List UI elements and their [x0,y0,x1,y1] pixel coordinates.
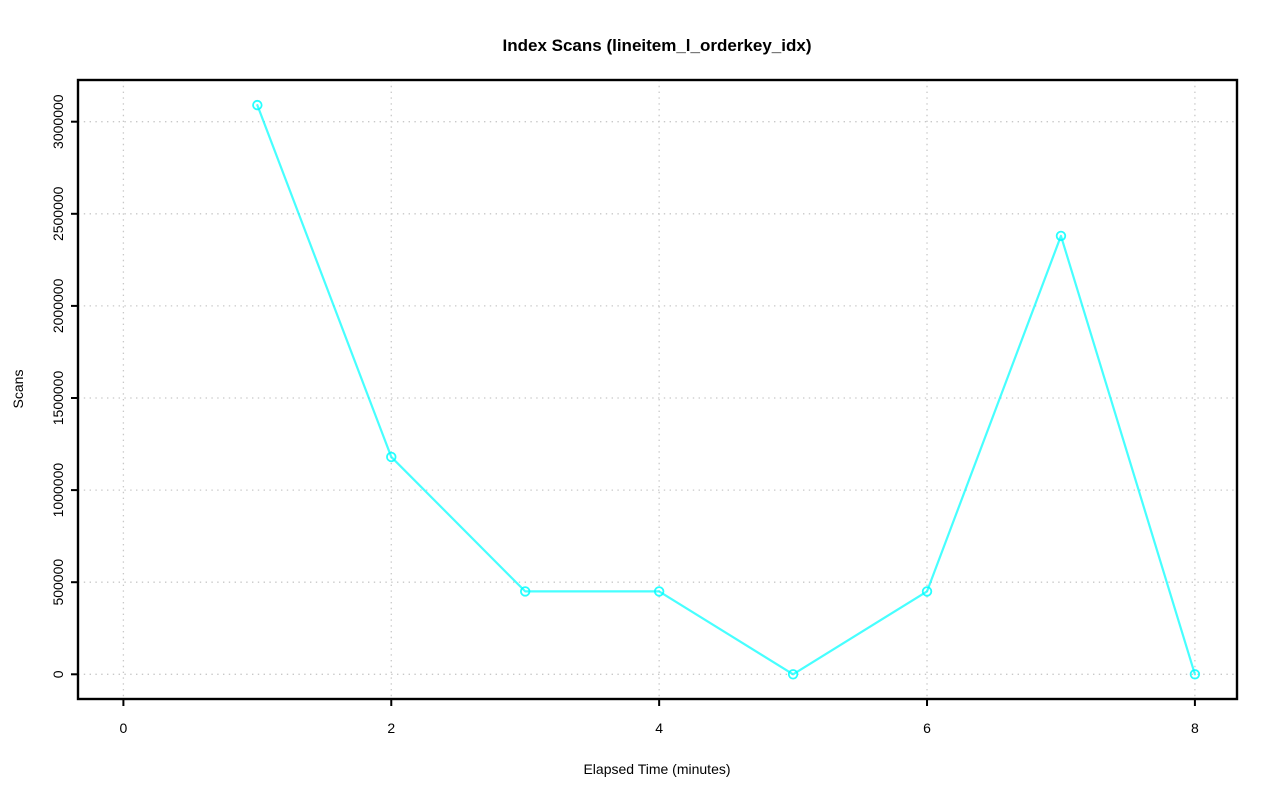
y-axis-label: Scans [10,370,26,409]
series-line [256,104,1197,676]
x-tick-label: 4 [655,720,663,736]
y-tick-label: 500000 [50,559,66,606]
x-tick-label: 2 [387,720,395,736]
y-tick-label: 3000000 [50,94,66,149]
x-tick-label: 6 [923,720,931,736]
y-tick-label: 0 [50,670,66,678]
data-point [921,586,933,597]
x-tick-label: 8 [1191,720,1199,736]
data-point [386,451,397,463]
data-point [1055,230,1067,242]
y-tick-label: 1500000 [50,371,66,426]
data-point [520,586,531,597]
data-point [787,669,799,680]
data-point [1189,669,1201,680]
data-point [653,586,665,597]
y-tick-label: 2000000 [50,278,66,333]
plot-border [76,78,1239,701]
y-tick-label: 1000000 [50,463,66,518]
data-point [252,99,263,111]
x-tick-label: 0 [120,720,128,736]
y-tick-label: 2500000 [50,186,66,241]
x-axis-label: Elapsed Time (minutes) [583,761,730,777]
chart-title: Index Scans (lineitem_l_orderkey_idx) [503,36,812,55]
chart-layers: 0 2 4 6 8 0 500000 1000000 1500000 2000000 2500000… [50,78,1239,736]
